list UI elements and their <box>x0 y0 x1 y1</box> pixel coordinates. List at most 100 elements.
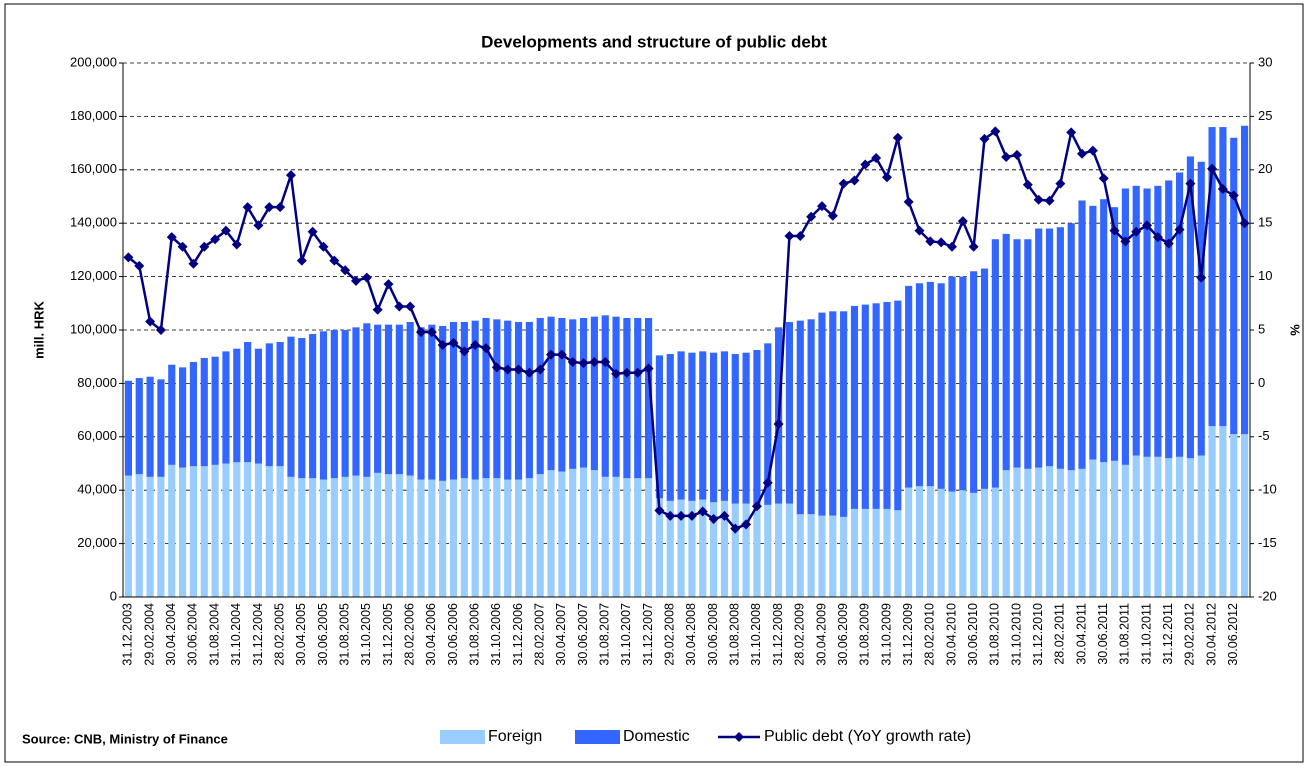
line-marker <box>730 523 741 534</box>
bar-segment <box>883 301 891 509</box>
bar-segment <box>417 327 425 480</box>
x-tick-label: 30.06.2010 <box>966 603 980 666</box>
line-marker <box>1228 190 1239 201</box>
bar-segment <box>525 321 533 479</box>
legend-marker <box>734 732 744 742</box>
bar-segment <box>894 300 902 511</box>
line-marker <box>535 364 546 375</box>
line-marker <box>210 234 221 245</box>
x-tick-label: 30.06.2005 <box>316 603 330 666</box>
bar-segment <box>579 467 588 597</box>
x-tick-label: 28.02.2005 <box>272 603 286 666</box>
line-marker <box>632 367 643 378</box>
bar-segment <box>363 476 371 597</box>
axes: 0 20,000 40,000 60,000 80,000 100,000 120,000 1… <box>70 54 1277 665</box>
bar-segment <box>785 503 794 597</box>
x-tick-label: 28.02.2006 <box>402 603 416 666</box>
bar-segment <box>1013 239 1021 468</box>
bar-segment <box>319 331 328 480</box>
y2-tick-label: 15 <box>1258 215 1272 230</box>
bar-segment <box>1045 466 1054 597</box>
legend-label: Public debt (YoY growth rate) <box>764 728 971 745</box>
x-tick-label: 31.12.2007 <box>641 603 655 666</box>
line-marker <box>491 362 502 373</box>
line-marker <box>697 506 708 517</box>
bar-segment <box>211 464 219 597</box>
line-marker <box>686 510 697 521</box>
y-tick-label: 100,000 <box>70 321 117 336</box>
x-tick-label: 29.02.2004 <box>142 603 156 666</box>
line-marker <box>361 272 372 283</box>
bar-segment <box>948 491 956 597</box>
line-marker <box>1044 195 1055 206</box>
bar-segment <box>991 239 999 488</box>
bar-segment <box>1100 462 1108 597</box>
bar-segment <box>168 364 176 465</box>
bar-segment <box>1067 470 1075 597</box>
bar-segment <box>482 317 490 479</box>
line-marker <box>1033 194 1044 205</box>
line-marker <box>264 202 275 213</box>
bar-segment <box>179 367 187 468</box>
x-tick-label: 30.06.2007 <box>576 603 590 666</box>
bar-segment <box>536 474 544 597</box>
bar-segment <box>1089 459 1097 597</box>
bar-segment <box>374 472 382 597</box>
line-marker <box>968 241 979 252</box>
x-tick-label: 31.10.2009 <box>879 603 893 666</box>
line-layer <box>123 126 1250 534</box>
x-tick-label: 31.10.2011 <box>1139 603 1153 665</box>
x-tick-label: 30.04.2011 <box>1074 603 1088 665</box>
y2-tick-label: 5 <box>1258 321 1265 336</box>
line-marker <box>231 239 242 250</box>
x-tick-label: 30.06.2009 <box>836 603 850 666</box>
bar-segment <box>1230 137 1238 435</box>
line-marker <box>242 202 253 213</box>
bar-segment <box>1024 468 1032 597</box>
bar-segment <box>644 317 653 479</box>
bar-segment <box>970 492 978 597</box>
line-marker <box>383 279 394 290</box>
bar-segment <box>807 514 815 597</box>
bar-segment <box>298 478 306 597</box>
line-marker <box>881 172 892 183</box>
y-tick-label: 20,000 <box>77 535 117 550</box>
bar-segment <box>211 356 219 465</box>
bar-segment <box>276 466 284 597</box>
x-tick-label: 28.02.2011 <box>1053 603 1067 665</box>
bar-segment <box>460 478 468 597</box>
bar-segment <box>330 478 338 597</box>
legend-swatch <box>575 730 620 744</box>
bar-segment <box>980 488 989 597</box>
bar-segment <box>959 276 967 491</box>
y2-tick-label: 20 <box>1258 161 1272 176</box>
line-marker <box>773 418 784 429</box>
y2-tick-label: -10 <box>1258 482 1277 497</box>
y-tick-label: 160,000 <box>70 161 117 176</box>
bar-segment <box>1110 460 1119 597</box>
bar-segment <box>1165 458 1173 597</box>
line-marker <box>741 519 752 530</box>
line-marker <box>1120 236 1131 247</box>
x-tick-label: 31.08.2007 <box>598 603 612 666</box>
line-marker <box>871 153 882 164</box>
bar-segment <box>1219 426 1227 597</box>
bar-segment <box>623 317 631 479</box>
bar-segment <box>200 358 208 467</box>
bars <box>124 125 1249 597</box>
bar-segment <box>1121 188 1129 465</box>
bar-segment <box>244 462 252 597</box>
line-marker <box>946 241 957 252</box>
bar-segment <box>222 463 230 597</box>
line-marker <box>470 339 481 350</box>
bar-segment <box>634 317 642 479</box>
bar-segment <box>861 508 869 597</box>
line-marker <box>751 501 762 512</box>
x-tick-label: 30.06.2012 <box>1226 603 1240 666</box>
line-marker <box>1185 178 1196 189</box>
line-marker <box>145 316 156 327</box>
bar-segment <box>775 503 783 597</box>
line-marker <box>1066 127 1077 138</box>
bar-segment <box>699 351 707 500</box>
bar-segment <box>612 316 620 477</box>
